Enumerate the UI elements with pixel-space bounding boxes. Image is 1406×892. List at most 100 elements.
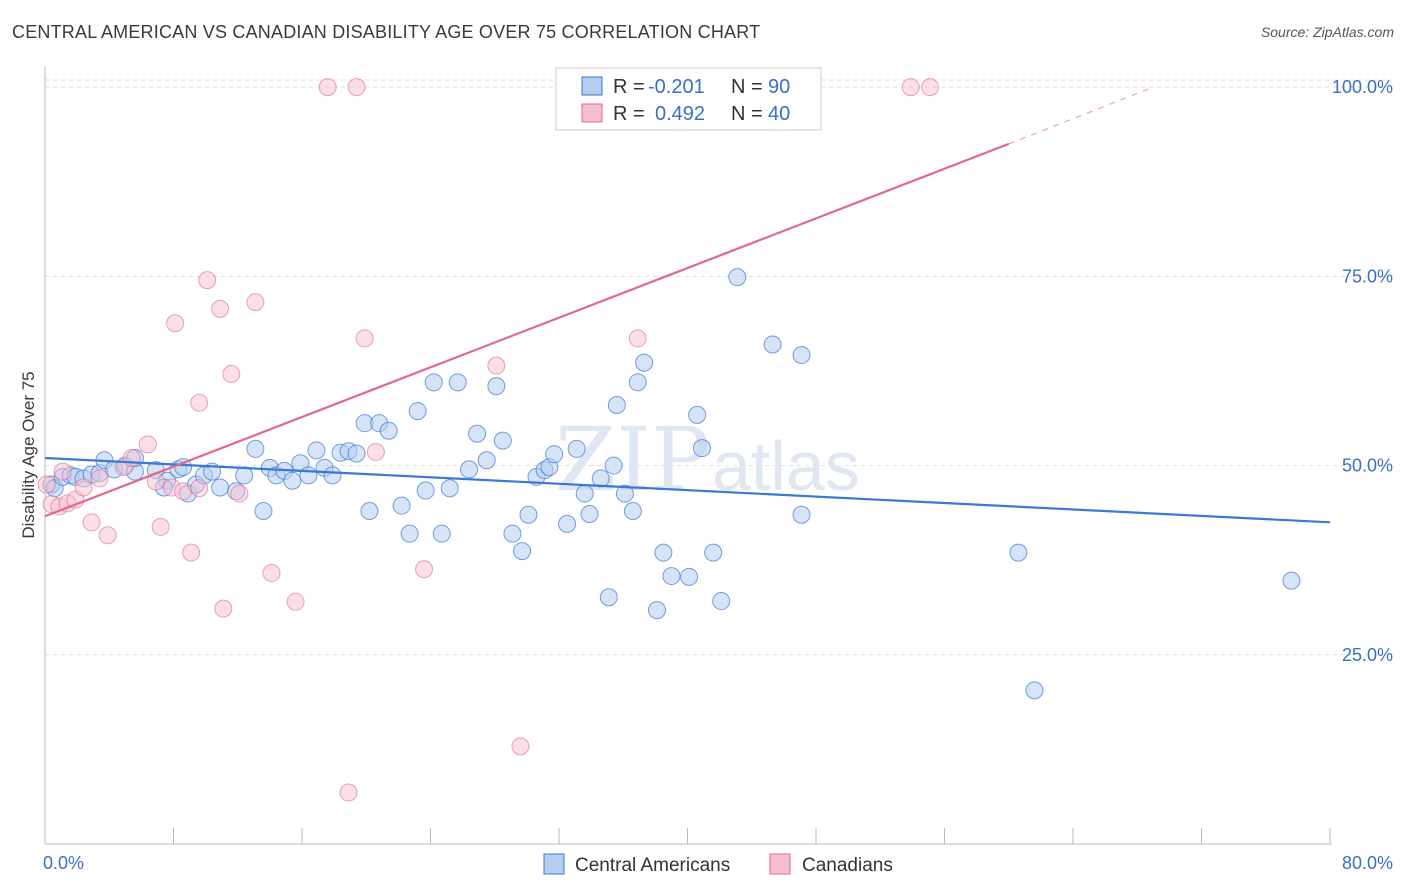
- data-point-canadian: [90, 469, 109, 488]
- data-point-canadian: [339, 783, 358, 802]
- data-point-canadian: [318, 78, 337, 97]
- data-point-canadian: [74, 478, 93, 497]
- data-point-central-american: [792, 505, 811, 524]
- data-point-central-american: [513, 542, 532, 561]
- data-point-canadian: [901, 78, 920, 97]
- central-americans-points: [42, 268, 1301, 700]
- data-point-central-american: [246, 439, 265, 458]
- data-point-central-american: [299, 466, 318, 485]
- data-point-canadian: [98, 526, 117, 545]
- bottom-legend-swatch-blue: [543, 853, 565, 875]
- data-point-central-american: [654, 543, 673, 562]
- data-point-central-american: [448, 373, 467, 392]
- trend-line-canadians: [44, 142, 1010, 518]
- data-point-canadian: [230, 484, 249, 503]
- data-point-central-american: [283, 471, 302, 490]
- legend-r-value-1: -0.201: [648, 76, 705, 98]
- y-tick-label: 75.0%: [1342, 266, 1393, 286]
- data-point-canadian: [174, 482, 193, 501]
- y-axis-label: Disability Age Over 75: [19, 371, 38, 538]
- trend-lines: [44, 86, 1331, 524]
- y-tick-label: 100.0%: [1332, 77, 1393, 97]
- data-point-central-american: [792, 346, 811, 365]
- legend-n-label-2: N =: [731, 103, 763, 125]
- data-point-central-american: [440, 479, 459, 498]
- data-point-central-american: [728, 268, 747, 287]
- legend-n-value-1: 90: [768, 76, 790, 98]
- data-point-central-american: [392, 496, 411, 515]
- data-point-canadian: [182, 543, 201, 562]
- data-point-central-american: [763, 335, 782, 354]
- tick-labels: 25.0% 50.0% 75.0% 100.0% 0.0% 80.0%: [43, 77, 1393, 873]
- data-point-central-american: [1009, 543, 1028, 562]
- data-point-central-american: [1282, 571, 1301, 590]
- chart-source: Source: ZipAtlas.com: [1260, 24, 1394, 40]
- data-point-central-american: [558, 514, 577, 533]
- y-tick-label: 25.0%: [1342, 645, 1393, 665]
- data-point-central-american: [635, 353, 654, 372]
- data-point-canadian: [628, 329, 647, 348]
- data-point-central-american: [647, 601, 666, 620]
- data-point-central-american: [323, 466, 342, 485]
- legend-swatch-blue: [581, 76, 603, 96]
- y-tick-label: 50.0%: [1342, 456, 1393, 476]
- data-point-central-american: [712, 592, 731, 611]
- legend-n-label-1: N =: [731, 76, 763, 98]
- data-point-central-american: [692, 439, 711, 458]
- bottom-legend-central-americans: Central Americans: [575, 855, 730, 876]
- data-point-canadian: [211, 299, 230, 318]
- data-point-central-american: [254, 501, 273, 520]
- data-point-canadian: [355, 329, 374, 348]
- x-tick-label: 0.0%: [43, 853, 84, 873]
- data-point-central-american: [628, 373, 647, 392]
- data-point-central-american: [704, 543, 723, 562]
- data-point-canadian: [222, 364, 241, 383]
- data-point-central-american: [424, 373, 443, 392]
- data-point-central-american: [347, 444, 366, 463]
- grid-lines: [45, 79, 1392, 656]
- data-point-canadian: [921, 78, 940, 97]
- data-point-central-american: [493, 431, 512, 450]
- data-point-central-american: [688, 405, 707, 424]
- data-point-canadian: [122, 449, 141, 467]
- data-point-canadian: [82, 513, 101, 532]
- data-point-canadian: [198, 271, 217, 290]
- data-point-central-american: [623, 501, 642, 520]
- data-point-canadian: [138, 435, 157, 454]
- data-point-central-american: [416, 481, 435, 500]
- series-legend: Central Americans Canadians: [543, 853, 893, 876]
- data-point-central-american: [400, 524, 419, 543]
- data-point-central-american: [615, 484, 634, 503]
- data-point-central-american: [519, 505, 538, 524]
- data-point-canadian: [262, 564, 281, 583]
- data-point-canadian: [366, 442, 385, 461]
- data-point-central-american: [307, 441, 326, 460]
- data-point-central-american: [591, 469, 610, 488]
- data-point-canadian: [511, 737, 530, 756]
- data-point-central-american: [235, 466, 254, 485]
- data-point-central-american: [604, 456, 623, 475]
- chart-title: CENTRAL AMERICAN VS CANADIAN DISABILITY …: [12, 22, 761, 42]
- legend-n-value-2: 40: [768, 103, 790, 125]
- data-point-central-american: [460, 460, 479, 479]
- data-point-canadian: [286, 592, 305, 611]
- x-tick-label: 80.0%: [1342, 853, 1393, 873]
- data-point-central-american: [477, 451, 496, 470]
- data-point-canadian: [214, 599, 233, 618]
- data-point-central-american: [379, 421, 398, 440]
- data-point-central-american: [662, 567, 681, 586]
- data-point-central-american: [487, 377, 506, 396]
- data-point-central-american: [468, 424, 487, 443]
- data-point-central-american: [503, 524, 522, 543]
- stats-legend: R = -0.201 N = 90 R = 0.492 N = 40: [555, 67, 822, 131]
- trend-line-central-americans: [44, 456, 1331, 524]
- trend-line-canadians-extension: [1008, 86, 1154, 145]
- legend-r-value-2: 0.492: [655, 103, 705, 125]
- data-point-central-american: [580, 505, 599, 524]
- data-point-canadian: [246, 293, 265, 312]
- data-point-canadian: [166, 314, 185, 333]
- data-point-canadian: [347, 78, 366, 97]
- bottom-legend-canadians: Canadians: [802, 855, 893, 876]
- data-point-canadian: [151, 517, 170, 536]
